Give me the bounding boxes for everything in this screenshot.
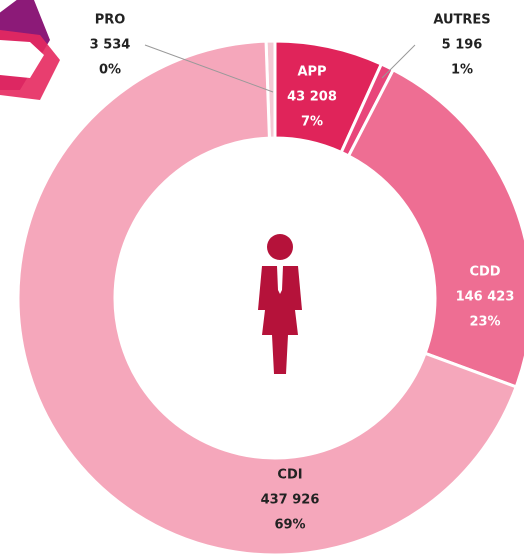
- percent-label: 1%: [451, 63, 473, 78]
- icon-body: [258, 266, 302, 374]
- slices: [16, 39, 524, 556]
- person-icon: [258, 234, 302, 374]
- slice: [346, 67, 524, 389]
- icon-tie: [277, 266, 283, 294]
- value-label: 146 423: [456, 290, 515, 305]
- deco-hole: [0, 40, 44, 78]
- leader-line: [381, 44, 416, 79]
- value-label: 43 208: [287, 90, 337, 105]
- percent-label: 0%: [99, 63, 121, 78]
- category-label: CDI: [277, 468, 302, 483]
- percent-label: 23%: [469, 315, 500, 330]
- value-label: 437 926: [261, 493, 320, 508]
- value-label: 3 534: [90, 38, 131, 53]
- percent-label: 7%: [301, 115, 323, 130]
- labels: PRO 3 534 0% APP 43 208 7% AUTRES 5 196 1% CDD 146…: [90, 13, 515, 533]
- percent-label: 69%: [274, 518, 305, 533]
- slice: [16, 39, 519, 556]
- category-label: CDD: [469, 265, 500, 280]
- value-label: 5 196: [442, 38, 483, 53]
- category-label: APP: [297, 65, 326, 80]
- decoration: [0, 0, 60, 100]
- category-label: AUTRES: [433, 13, 490, 28]
- category-label: PRO: [95, 13, 126, 28]
- leader-line: [144, 44, 274, 93]
- icon-head: [267, 234, 293, 260]
